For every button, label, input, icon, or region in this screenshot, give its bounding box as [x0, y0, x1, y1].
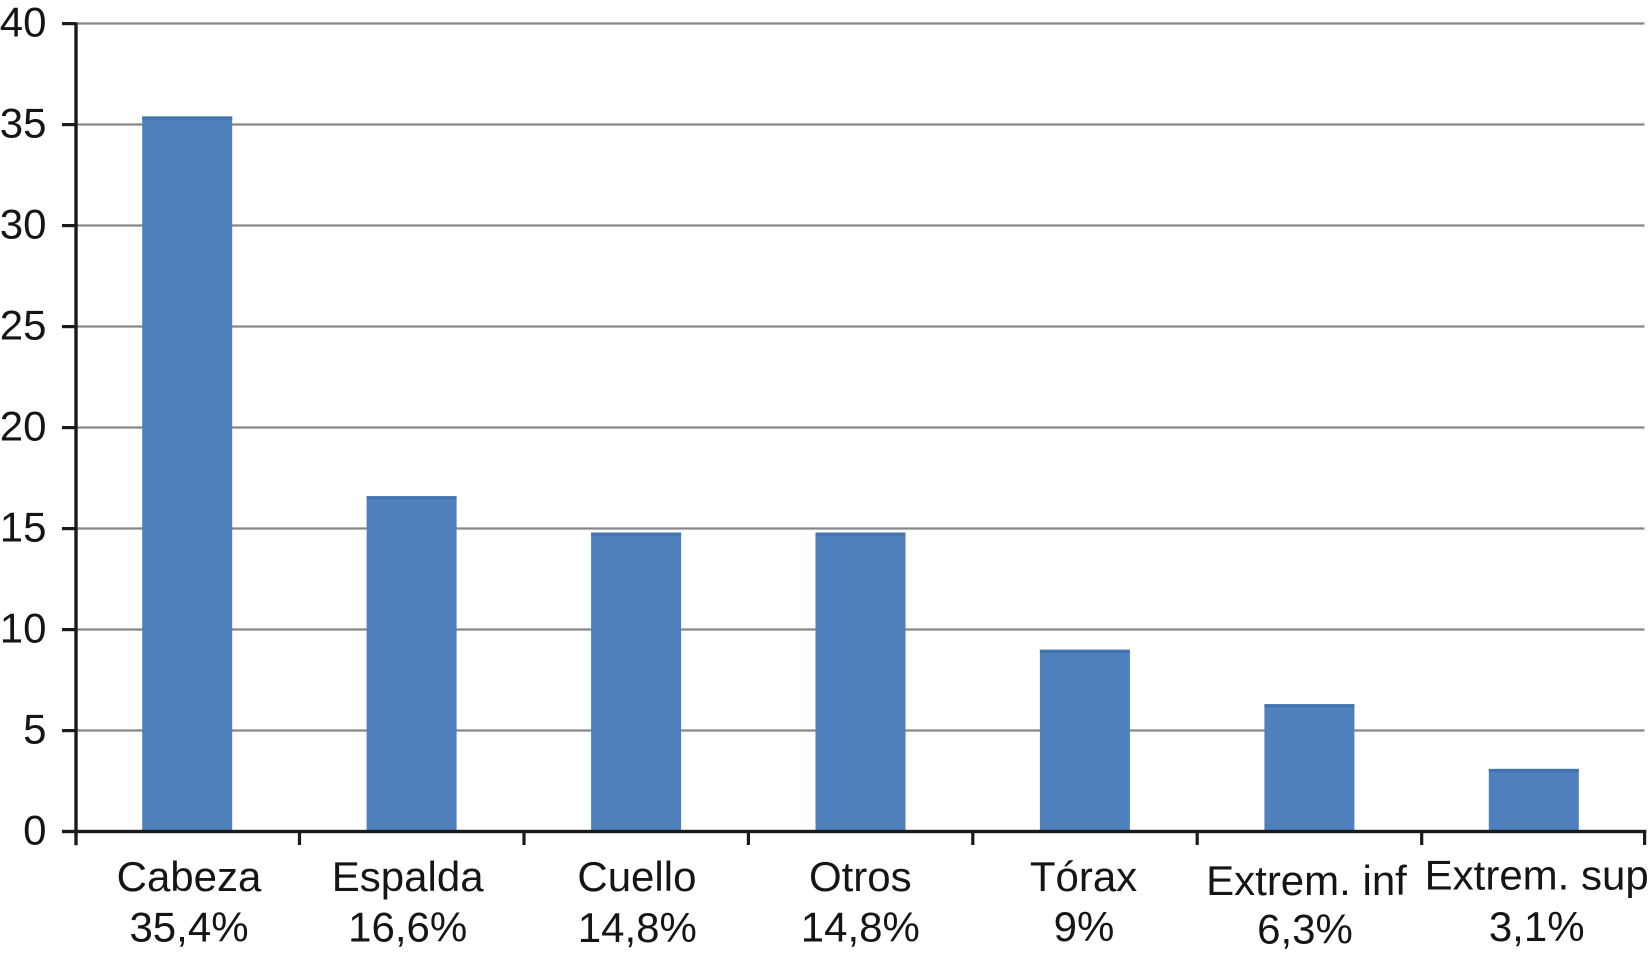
svg-text:6,3%: 6,3%	[1257, 906, 1353, 953]
svg-text:9%: 9%	[1054, 903, 1115, 950]
svg-text:14,8%: 14,8%	[801, 903, 920, 950]
svg-text:Extrem. sup: Extrem. sup	[1425, 852, 1648, 899]
svg-text:Otros: Otros	[809, 853, 912, 900]
svg-text:Tórax: Tórax	[1030, 853, 1137, 900]
svg-text:Extrem. inf: Extrem. inf	[1206, 857, 1407, 904]
svg-text:14,8%: 14,8%	[578, 904, 697, 951]
svg-text:Cabeza: Cabeza	[117, 853, 262, 900]
svg-text:Cuello: Cuello	[577, 853, 696, 900]
svg-text:3,1%: 3,1%	[1489, 903, 1585, 950]
svg-text:16,6%: 16,6%	[348, 903, 467, 950]
svg-text:25: 25	[0, 302, 47, 349]
svg-text:35,4%: 35,4%	[129, 903, 248, 950]
svg-text:30: 30	[0, 201, 47, 248]
svg-text:Espalda: Espalda	[332, 853, 484, 900]
svg-text:5: 5	[23, 706, 46, 753]
svg-text:20: 20	[0, 403, 47, 450]
svg-text:40: 40	[0, 0, 47, 46]
svg-text:10: 10	[0, 605, 47, 652]
svg-text:0: 0	[23, 807, 46, 854]
svg-text:35: 35	[0, 100, 47, 147]
svg-text:15: 15	[0, 504, 47, 551]
